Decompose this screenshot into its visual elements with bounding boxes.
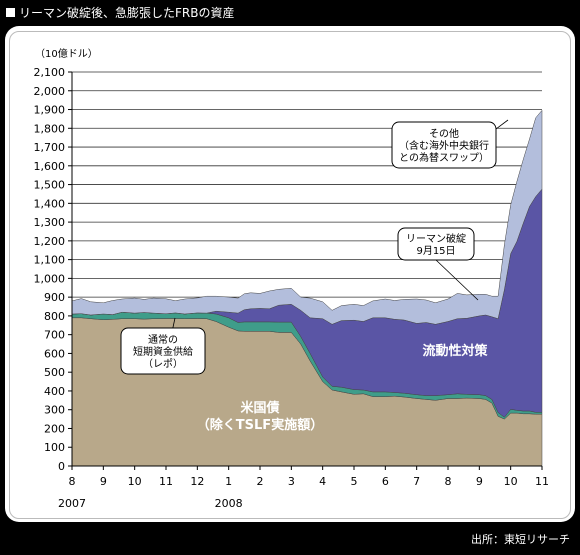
callout-lehman-pointer <box>435 259 479 301</box>
x-tick-label: 10 <box>128 475 142 488</box>
y-tick-label: 1,300 <box>34 216 66 229</box>
y-tick-label: 500 <box>44 366 65 379</box>
callout-lehman-box <box>397 227 475 261</box>
y-tick-label: 300 <box>44 404 65 417</box>
callout-other-box <box>391 121 497 169</box>
y-tick-label: 2,100 <box>34 66 66 79</box>
title-square-icon <box>6 8 15 17</box>
x-tick-label: 8 <box>445 475 452 488</box>
x-tick-label: 5 <box>351 475 358 488</box>
area-label-treasuries: 米国債（除くTSLF実施額） <box>197 400 323 433</box>
y-tick-label: 700 <box>44 329 65 342</box>
y-tick-label: 1,400 <box>34 197 66 210</box>
y-tick-label: 2,000 <box>34 85 66 98</box>
y-tick-label: 200 <box>44 422 65 435</box>
y-tick-label: 1,600 <box>34 160 66 173</box>
x-tick-label: 9 <box>476 475 483 488</box>
y-tick-label: 0 <box>58 460 65 473</box>
y-tick-label: 400 <box>44 385 65 398</box>
y-tick-label: 1,500 <box>34 179 66 192</box>
chart-title: リーマン破綻後、急膨張したFRBの資産 <box>6 4 234 21</box>
y-tick-label: 600 <box>44 347 65 360</box>
callout-other-text: その他（含む海外中央銀行との為替スワップ） <box>399 127 489 164</box>
x-tick-label: 1 <box>225 475 232 488</box>
chart-frame-border <box>9 31 571 519</box>
x-tick-label: 11 <box>159 475 173 488</box>
year-label: 2007 <box>58 497 86 510</box>
x-tick-label: 12 <box>190 475 204 488</box>
y-tick-label: 900 <box>44 291 65 304</box>
x-tick-label: 8 <box>69 475 76 488</box>
callout-repo-box <box>120 327 206 375</box>
y-tick-label: 1,900 <box>34 104 66 117</box>
y-tick-label: 800 <box>44 310 65 323</box>
year-label: 2008 <box>215 497 243 510</box>
callout-repo-text: 通常の短期資金供給（レポ） <box>133 333 193 370</box>
y-tick-label: 1,000 <box>34 272 66 285</box>
x-tick-label: 2 <box>257 475 264 488</box>
x-tick-label: 7 <box>413 475 420 488</box>
y-tick-label: 1,800 <box>34 122 66 135</box>
y-unit-label: （10億ドル） <box>35 47 98 60</box>
y-tick-label: 100 <box>44 441 65 454</box>
x-tick-label: 11 <box>535 475 549 488</box>
y-tick-label: 1,200 <box>34 235 66 248</box>
x-tick-label: 9 <box>100 475 107 488</box>
callout-lehman-text: リーマン破綻 9月15日 <box>406 232 466 257</box>
x-tick-label: 3 <box>288 475 295 488</box>
area-label-liquidity: 流動性対策 <box>422 343 488 359</box>
y-tick-label: 1,700 <box>34 141 66 154</box>
y-tick-label: 1,100 <box>34 254 66 267</box>
x-tick-label: 4 <box>319 475 326 488</box>
x-tick-label: 6 <box>382 475 389 488</box>
x-tick-label: 10 <box>504 475 518 488</box>
area-series <box>71 109 543 325</box>
chart-title-text: リーマン破綻後、急膨張したFRBの資産 <box>19 6 235 20</box>
source-note: 出所：東短リサーチ <box>471 533 570 546</box>
